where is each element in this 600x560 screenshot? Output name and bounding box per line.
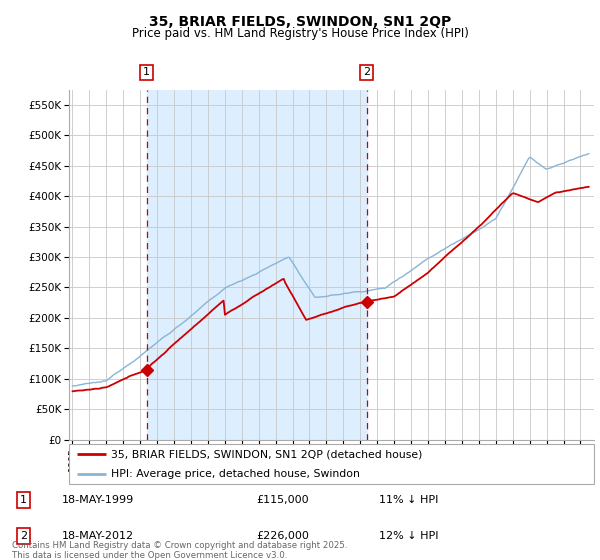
- Text: 12% ↓ HPI: 12% ↓ HPI: [379, 531, 438, 541]
- Bar: [146, 90, 367, 440]
- Text: 2: 2: [20, 531, 27, 541]
- Text: 18-MAY-1999: 18-MAY-1999: [61, 495, 134, 505]
- Text: 35, BRIAR FIELDS, SWINDON, SN1 2QP (detached house): 35, BRIAR FIELDS, SWINDON, SN1 2QP (deta…: [111, 449, 422, 459]
- FancyBboxPatch shape: [69, 444, 594, 484]
- Text: Contains HM Land Registry data © Crown copyright and database right 2025.
This d: Contains HM Land Registry data © Crown c…: [12, 540, 347, 560]
- Text: 1: 1: [20, 495, 27, 505]
- Text: 2: 2: [363, 67, 370, 77]
- Text: 1: 1: [143, 67, 150, 77]
- Text: HPI: Average price, detached house, Swindon: HPI: Average price, detached house, Swin…: [111, 469, 360, 479]
- Text: £115,000: £115,000: [256, 495, 309, 505]
- Text: 18-MAY-2012: 18-MAY-2012: [61, 531, 134, 541]
- Text: £226,000: £226,000: [256, 531, 310, 541]
- Text: 35, BRIAR FIELDS, SWINDON, SN1 2QP: 35, BRIAR FIELDS, SWINDON, SN1 2QP: [149, 15, 451, 29]
- Text: Price paid vs. HM Land Registry's House Price Index (HPI): Price paid vs. HM Land Registry's House …: [131, 27, 469, 40]
- Text: 11% ↓ HPI: 11% ↓ HPI: [379, 495, 438, 505]
